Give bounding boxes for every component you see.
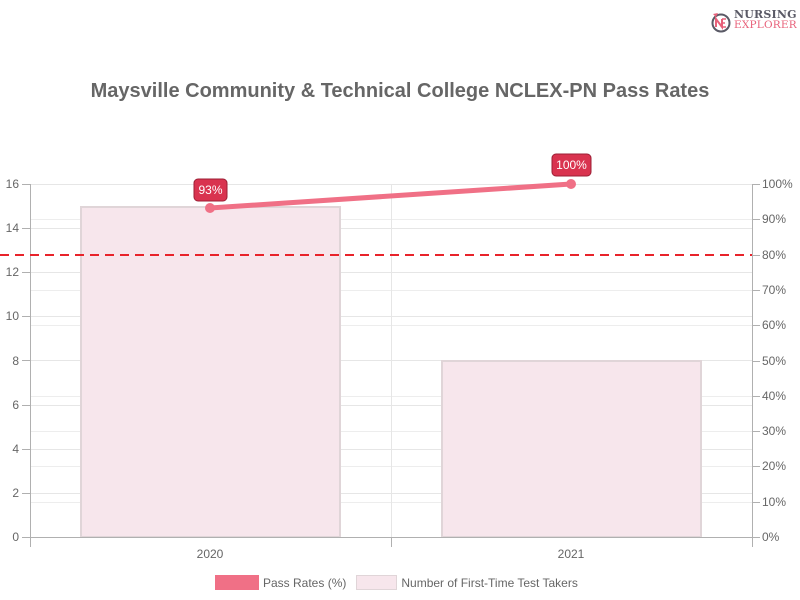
bar-2020[interactable] bbox=[80, 206, 341, 538]
legend-label: Pass Rates (%) bbox=[263, 575, 347, 590]
logo-text-explorer: EXPLORER bbox=[734, 19, 797, 31]
svg-text:30%: 30% bbox=[762, 424, 786, 438]
svg-text:20%: 20% bbox=[762, 459, 786, 473]
legend-swatch-pass-rates bbox=[215, 575, 259, 590]
point-2021[interactable] bbox=[566, 179, 576, 189]
svg-text:2020: 2020 bbox=[197, 547, 224, 561]
svg-text:2: 2 bbox=[12, 486, 19, 500]
svg-text:2021: 2021 bbox=[558, 547, 585, 561]
nursing-explorer-logo-icon bbox=[711, 13, 731, 33]
nursing-explorer-logo: NURSING EXPLORER bbox=[710, 8, 797, 35]
svg-text:12: 12 bbox=[6, 265, 20, 279]
svg-text:100%: 100% bbox=[762, 177, 793, 191]
line-series-pass-rates bbox=[205, 179, 576, 213]
svg-text:100%: 100% bbox=[556, 158, 587, 172]
right-axis-labels: 0% 10% 20% 30% 40% 50% 60% 70% 80% 90% 1… bbox=[762, 177, 793, 544]
data-label-2021: 100% bbox=[551, 153, 592, 177]
legend-item-test-takers[interactable]: Number of First-Time Test Takers bbox=[356, 575, 578, 590]
svg-text:0%: 0% bbox=[762, 530, 780, 544]
svg-text:80%: 80% bbox=[762, 248, 786, 262]
logo-text-nursing: NURSING bbox=[734, 8, 797, 21]
svg-text:4: 4 bbox=[12, 442, 19, 456]
svg-text:0: 0 bbox=[12, 530, 19, 544]
svg-text:60%: 60% bbox=[762, 318, 786, 332]
bar-series-test-takers bbox=[80, 206, 702, 538]
data-label-2020: 93% bbox=[193, 178, 228, 202]
bar-2021[interactable] bbox=[441, 360, 702, 538]
x-axis-labels: 2020 2021 bbox=[197, 547, 585, 561]
svg-text:90%: 90% bbox=[762, 212, 786, 226]
svg-text:10%: 10% bbox=[762, 495, 786, 509]
svg-text:10: 10 bbox=[6, 309, 20, 323]
svg-text:70%: 70% bbox=[762, 283, 786, 297]
svg-text:16: 16 bbox=[6, 177, 20, 191]
point-2020[interactable] bbox=[205, 203, 215, 213]
svg-text:50%: 50% bbox=[762, 354, 786, 368]
axes bbox=[22, 184, 760, 547]
left-axis-labels: 0 2 4 6 8 10 12 14 16 bbox=[6, 177, 20, 544]
svg-text:93%: 93% bbox=[198, 183, 222, 197]
legend-item-pass-rates[interactable]: Pass Rates (%) bbox=[215, 575, 346, 590]
svg-text:6: 6 bbox=[12, 398, 19, 412]
chart-title: Maysville Community & Technical College … bbox=[90, 80, 710, 102]
legend-label: Number of First-Time Test Takers bbox=[401, 575, 578, 590]
svg-text:8: 8 bbox=[12, 354, 19, 368]
legend-swatch-test-takers bbox=[356, 575, 398, 590]
chart-legend: Pass Rates (%) Number of First-Time Test… bbox=[215, 575, 588, 590]
svg-text:14: 14 bbox=[6, 221, 20, 235]
svg-text:40%: 40% bbox=[762, 389, 786, 403]
